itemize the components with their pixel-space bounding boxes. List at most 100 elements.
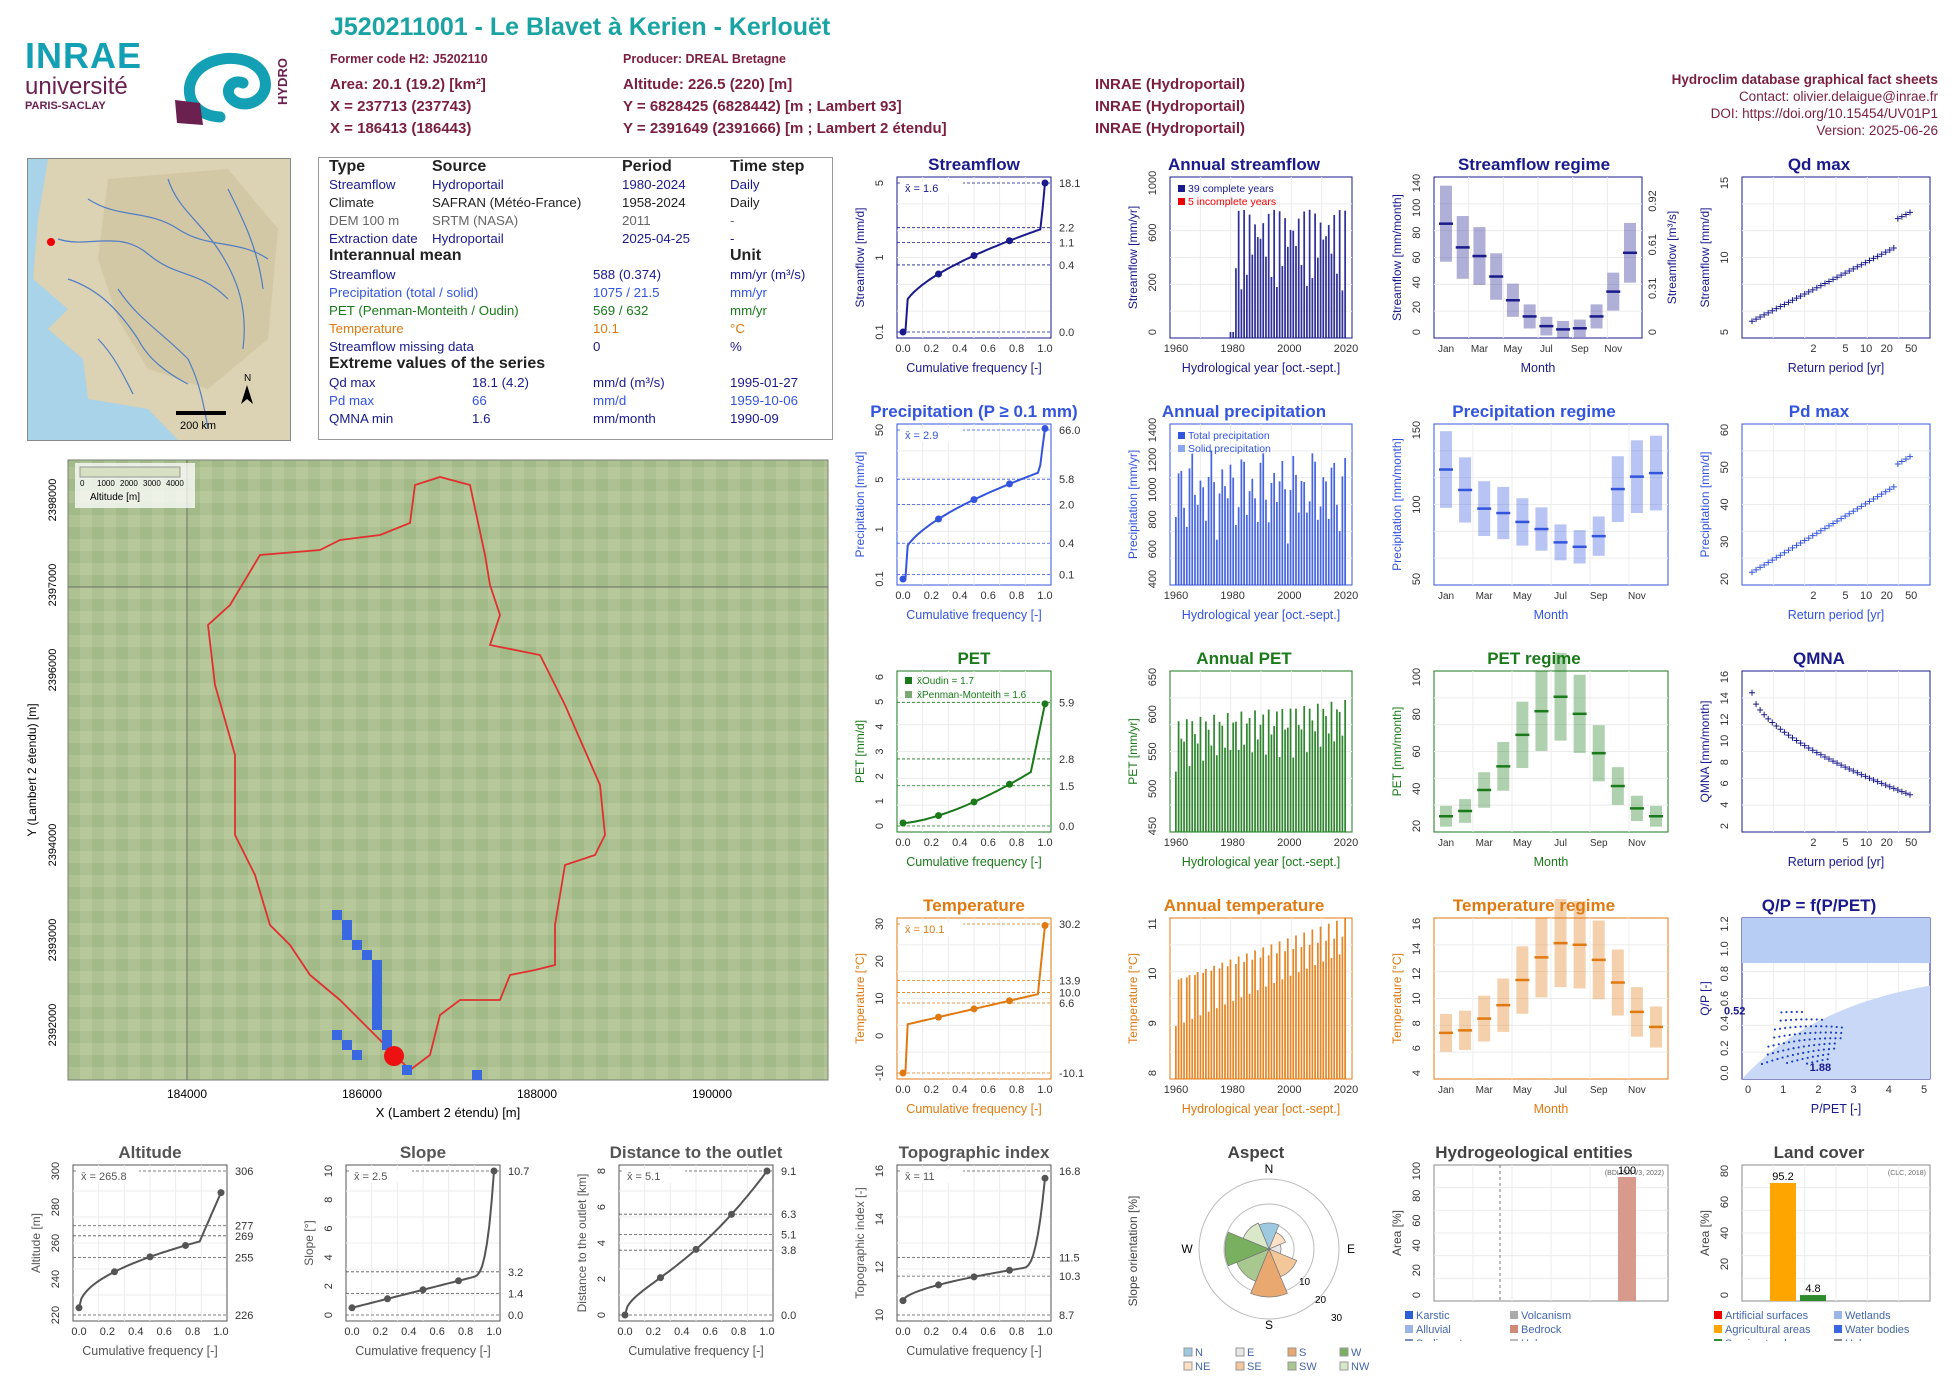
year-bar: [1336, 920, 1338, 1079]
year-bar: [1330, 957, 1333, 1079]
legend-swatch: [1510, 1339, 1518, 1341]
data-point: [1842, 270, 1849, 277]
year-bar: [1188, 468, 1191, 585]
year-bar: [1336, 273, 1338, 338]
year-bar: [1202, 972, 1205, 1079]
x-axis-label: Cumulative frequency [-]: [355, 1344, 490, 1358]
y-axis-label: Altitude [m]: [29, 1213, 43, 1273]
year-bar: [1210, 745, 1213, 832]
month-label: Mar: [1471, 344, 1489, 355]
y-tick-label: 0: [874, 1033, 886, 1039]
year-bar: [1215, 1008, 1218, 1079]
year-bar: [1177, 721, 1180, 832]
y2-axis-label: Streamflow [m³/s]: [1665, 211, 1679, 304]
chart-title: Slope: [400, 1143, 446, 1162]
quantile-point: [899, 1069, 907, 1077]
data-point: [1749, 569, 1755, 576]
y-tick-label: 10: [874, 1309, 886, 1321]
quantile-point: [1006, 480, 1013, 488]
daily-point: [1797, 1046, 1800, 1049]
mean-value: 0: [593, 339, 601, 354]
data-point: [1789, 297, 1796, 304]
y-tick-label: 3: [874, 748, 886, 754]
year-bar: [1194, 494, 1196, 585]
x-axis-label: Month: [1534, 855, 1569, 869]
legend-label: W: [1351, 1347, 1362, 1359]
data-point: [1825, 522, 1832, 529]
data-point: [1850, 767, 1857, 774]
x-axis-label: Return period [yr]: [1788, 855, 1885, 869]
year-bar: [1289, 975, 1292, 1079]
y-tick-label: 40: [1411, 276, 1423, 288]
legend-swatch: [1834, 1311, 1842, 1319]
legend-label: Sedimentary: [1416, 1338, 1478, 1341]
right-tick-label: 2.2: [1059, 223, 1074, 235]
right-tick-label: 0.31: [1647, 278, 1659, 299]
year-bar: [1316, 257, 1319, 338]
ring-label: 10: [1299, 1277, 1311, 1288]
daily-point: [1830, 1025, 1833, 1028]
legend-swatch: [1183, 1361, 1193, 1371]
year-bar: [1254, 950, 1256, 1079]
daily-point: [1790, 1018, 1792, 1021]
right-tick-label: 9.1: [781, 1166, 796, 1178]
qd_max-chart: Qd max Return period [yr] Streamflow [mm/d…: [1698, 155, 1931, 375]
daily-point: [1822, 1048, 1825, 1051]
y-tick-label: 40: [1719, 498, 1731, 510]
year-bar: [1289, 708, 1292, 832]
quantile-point: [1006, 997, 1013, 1005]
y-tick-label: 2: [1719, 823, 1731, 829]
chart-title: Pd max: [1789, 402, 1850, 421]
data-point: [1761, 311, 1768, 318]
legend-swatch: [1405, 1311, 1413, 1319]
qp_budyko-chart: Q/P = f(P/PET) P/PET [-] Q/P [-] 0 1 2 3 4 5 0.0 0…: [1698, 896, 1931, 1116]
year-bar: [1185, 977, 1188, 1079]
legend-tick: 1000: [97, 479, 115, 488]
x-axis-label: Hydrological year [oct.-sept.]: [1182, 1102, 1340, 1116]
year-bar: [1316, 703, 1319, 832]
year-bar: [1300, 265, 1303, 338]
y-axis-label: Distance to the outlet [km]: [575, 1174, 589, 1313]
y-tick-label: 220: [50, 1306, 62, 1324]
year-bar: [1237, 210, 1240, 338]
right-tick-label: 0.0: [1059, 821, 1074, 833]
year-bar: [1262, 714, 1265, 832]
legend-label: NW: [1351, 1361, 1370, 1373]
mean-label: x̄ = 10.1: [905, 924, 944, 936]
doi-link[interactable]: DOI: https://doi.org/10.15454/UV01P1: [1710, 106, 1938, 121]
data-point: [1769, 719, 1776, 726]
chart-title: Annual temperature: [1164, 896, 1325, 915]
x-axis-label: Hydrological year [oct.-sept.]: [1182, 855, 1340, 869]
topo_index-chart: Topographic index Cumulative frequency [-…: [853, 1143, 1080, 1358]
quantile-point: [1041, 179, 1049, 187]
year-bar: [1232, 1000, 1235, 1079]
y-tick-label: 12: [874, 1261, 886, 1273]
y-tick-label: 1000: [1147, 171, 1159, 195]
year-bar: [1292, 949, 1295, 1079]
y-tick-label: 60: [1719, 424, 1731, 436]
hydrogeology-chart: Hydrogeological entities Area [%] 0 20 40 60 8…: [1390, 1143, 1669, 1341]
data-point: [1894, 461, 1901, 468]
y-tick-label: 2: [874, 773, 886, 779]
mean-box: [623, 1169, 685, 1183]
x-tick-label: 2020: [1334, 1084, 1358, 1096]
daily-point: [1772, 1044, 1775, 1047]
x-tick-label: 0.8: [1009, 1326, 1024, 1338]
y-tick-label: 6: [596, 1204, 608, 1210]
daily-point: [1826, 1058, 1829, 1061]
year-bar: [1267, 709, 1270, 832]
year-bar: [1308, 944, 1311, 1079]
daily-point: [1783, 1034, 1786, 1037]
data-point: [1817, 527, 1824, 534]
daily-point: [1827, 1048, 1830, 1051]
row-source: Hydroportail: [432, 231, 504, 246]
daily-point: [1811, 1055, 1814, 1058]
year-bar: [1267, 955, 1270, 1079]
x-axis-label: Cumulative frequency [-]: [906, 1102, 1041, 1116]
mean-value: 10.1: [593, 321, 619, 336]
distance-chart: Distance to the outlet Cumulative frequen…: [575, 1143, 796, 1358]
y-tick-label: 600: [1147, 223, 1159, 241]
month-label: May: [1513, 838, 1532, 849]
extreme-unit: mm/month: [593, 411, 656, 426]
daily-point: [1797, 1052, 1800, 1055]
